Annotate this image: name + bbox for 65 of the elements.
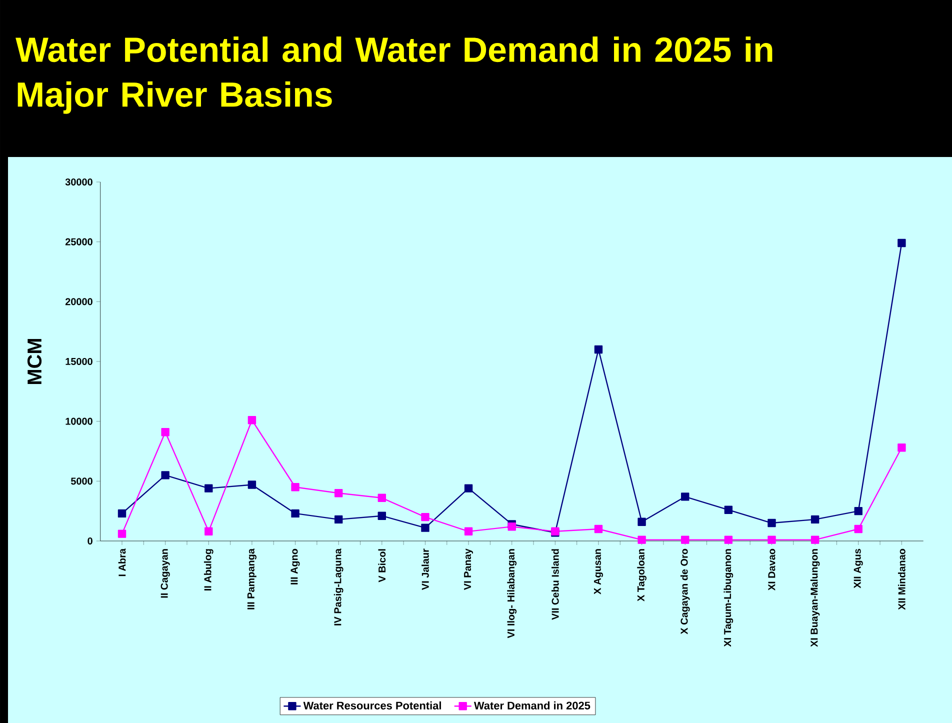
x-tick-label: VII Cebu Island <box>552 549 559 620</box>
point <box>248 416 256 424</box>
x-tick-label: II Cagayan <box>160 549 170 598</box>
x-tick-label: V Bicol <box>378 549 386 582</box>
point <box>378 512 386 520</box>
x-tick-label: X Agusan <box>594 549 603 594</box>
point <box>768 536 776 544</box>
point <box>681 536 690 544</box>
point <box>204 484 213 492</box>
legend-label: Water Demand in 2025 <box>474 701 590 710</box>
point <box>898 444 906 452</box>
point <box>118 530 126 538</box>
point <box>854 506 862 516</box>
point <box>768 518 776 528</box>
point <box>291 509 300 518</box>
y-tick-label: 10000 <box>66 418 92 425</box>
x-tick-label: III Agno <box>290 548 300 584</box>
point <box>724 506 733 514</box>
x-tick-label: VI Jalaur <box>422 548 429 590</box>
legend-label: Water Resources Potential <box>303 701 441 710</box>
y-tick-label: 15000 <box>66 358 92 366</box>
point <box>464 484 473 492</box>
point <box>464 527 473 536</box>
x-tick-label: XI Tagum-Libuganon <box>724 549 734 647</box>
point <box>421 512 430 522</box>
point <box>291 483 300 492</box>
x-tick-label: I Abra <box>118 548 126 576</box>
point <box>638 536 646 544</box>
point <box>681 492 690 501</box>
x-tick-label: II Abulog <box>204 549 214 590</box>
y-tick-label: 5000 <box>70 478 92 485</box>
point <box>118 509 126 518</box>
point <box>898 238 906 248</box>
y-tick-label: 20000 <box>65 298 92 306</box>
y-tick-label: 25000 <box>65 238 92 246</box>
point <box>334 515 343 524</box>
x-tick-label: III Pampanga <box>247 548 256 610</box>
point <box>204 527 213 536</box>
point <box>508 522 516 531</box>
x-tick-label: VI Panay <box>464 548 473 590</box>
x-tick-label: X Cagayan de Oro <box>680 548 690 634</box>
point <box>378 494 386 502</box>
point <box>724 536 733 544</box>
point <box>638 518 646 526</box>
point <box>854 524 862 534</box>
point <box>161 428 170 436</box>
point <box>161 471 170 480</box>
y-axis-title: MCM <box>27 339 42 384</box>
point <box>810 536 820 544</box>
x-tick-label: XI Buayan-Malungon <box>810 549 820 647</box>
point <box>421 524 430 532</box>
point <box>594 345 603 354</box>
y-tick-label: 30000 <box>65 178 92 186</box>
x-tick-label: XII Mindanao <box>898 548 906 610</box>
chart-title: Water Potential and Water Demand in 2025 in Major River Basins <box>16 36 772 114</box>
point <box>594 524 603 534</box>
x-tick-label: XII Agus <box>854 548 863 588</box>
x-tick-label: XI Davao <box>768 548 776 590</box>
point <box>334 489 343 498</box>
x-tick-label: X Tagoloan <box>637 549 646 602</box>
y-tick-label: 0 <box>88 537 92 545</box>
point <box>248 480 256 489</box>
x-tick-label: IV Pasig-Laguna <box>334 548 344 626</box>
point <box>810 515 820 524</box>
x-tick-label: VI Ilog- Hilabangan <box>507 549 517 638</box>
